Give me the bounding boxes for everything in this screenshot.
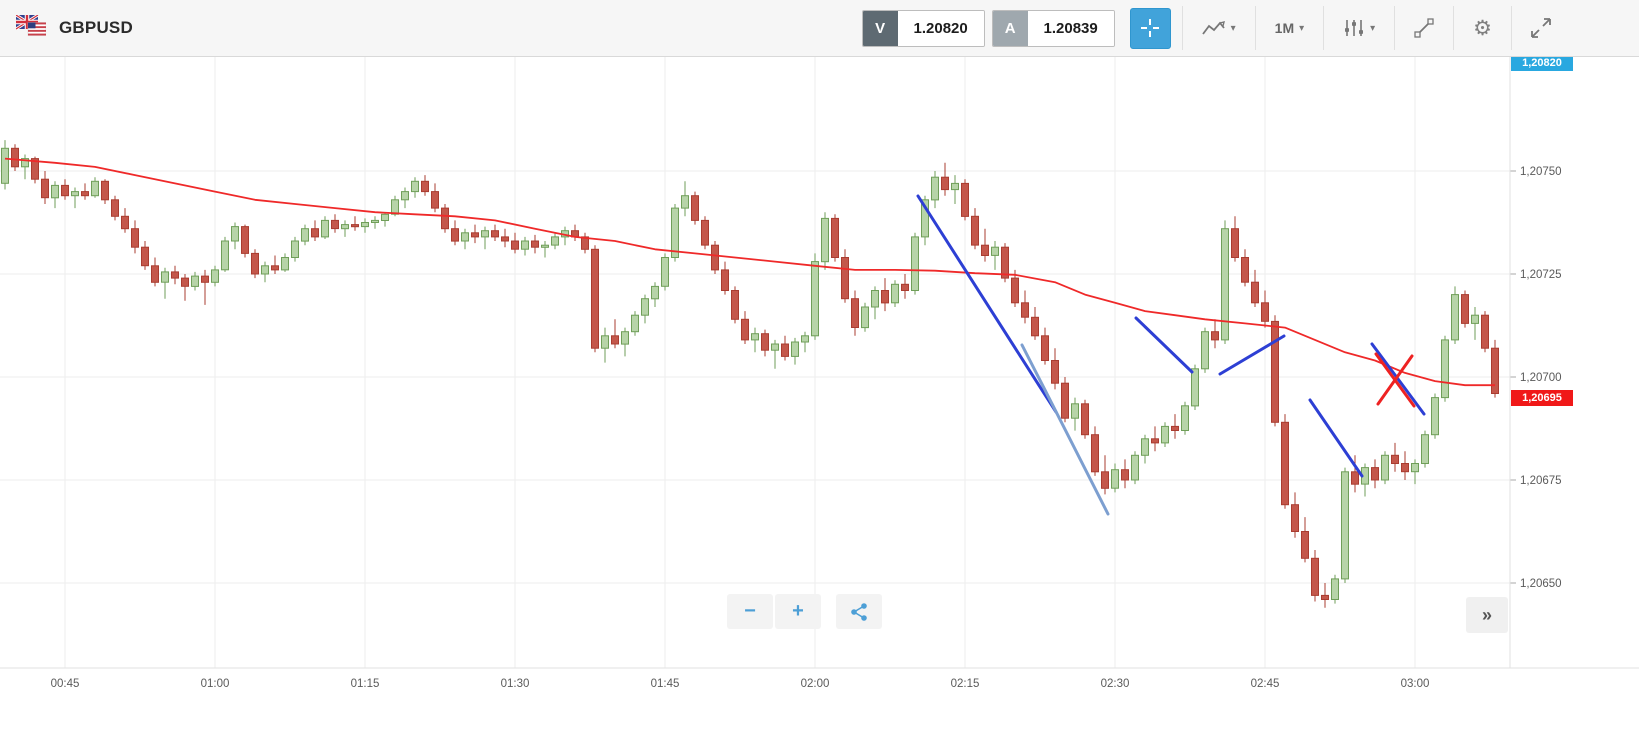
drawing-line xyxy=(1218,334,1286,376)
svg-text:01:30: 01:30 xyxy=(501,678,530,690)
chevron-down-icon: ▾ xyxy=(1299,22,1305,34)
chart-zoom-controls: − + xyxy=(727,594,882,629)
sell-label: V xyxy=(862,10,898,46)
divider xyxy=(1181,6,1183,50)
drawing-line xyxy=(916,194,1058,414)
settings-button[interactable]: ⚙ xyxy=(1465,12,1500,45)
svg-text:1,20675: 1,20675 xyxy=(1520,475,1562,487)
divider xyxy=(1394,6,1396,50)
chart-header: GBPUSD V 1.20820 A 1.20839 xyxy=(0,0,1639,57)
sell-button[interactable]: V 1.20820 xyxy=(861,9,985,47)
svg-text:1,20725: 1,20725 xyxy=(1520,269,1562,281)
svg-text:1,20750: 1,20750 xyxy=(1520,166,1562,178)
drawing-line xyxy=(1376,354,1414,406)
indicators-icon xyxy=(1345,20,1364,36)
buy-label: A xyxy=(992,10,1028,46)
svg-text:02:45: 02:45 xyxy=(1251,678,1280,690)
chart-type-dropdown[interactable]: ▾ xyxy=(1194,14,1244,43)
svg-text:02:15: 02:15 xyxy=(951,678,980,690)
drawing-curve xyxy=(1020,343,1110,516)
chevron-down-icon: ▾ xyxy=(1370,22,1376,34)
gear-icon: ⚙ xyxy=(1473,16,1492,40)
svg-text:1,20700: 1,20700 xyxy=(1520,372,1562,384)
minus-icon: − xyxy=(744,600,756,622)
buy-price: 1.20839 xyxy=(1027,10,1114,46)
share-icon xyxy=(851,602,867,621)
svg-text:02:30: 02:30 xyxy=(1101,678,1130,690)
bid-price-tag: 1,20695 xyxy=(1511,390,1573,406)
fullscreen-button[interactable] xyxy=(1523,12,1559,44)
crosshair-icon xyxy=(1141,19,1160,37)
svg-text:03:00: 03:00 xyxy=(1401,678,1430,690)
svg-text:01:15: 01:15 xyxy=(351,678,380,690)
symbol-title: GBPUSD xyxy=(59,18,133,37)
svg-text:02:00: 02:00 xyxy=(801,678,830,690)
collapse-panel-button[interactable]: » xyxy=(1466,597,1508,633)
expand-icon xyxy=(1531,18,1551,38)
divider xyxy=(1254,6,1256,50)
drawing-line xyxy=(1134,316,1194,374)
svg-text:01:45: 01:45 xyxy=(651,678,680,690)
svg-text:01:00: 01:00 xyxy=(201,678,230,690)
sell-price: 1.20820 xyxy=(897,10,984,46)
zoom-in-button[interactable]: + xyxy=(775,594,821,629)
zoom-out-button[interactable]: − xyxy=(727,594,773,629)
plus-icon: + xyxy=(792,600,804,622)
chevron-down-icon: ▾ xyxy=(1230,22,1236,34)
crosshair-tool-button[interactable] xyxy=(1129,7,1171,49)
grid: 1,20750 1,20725 1,20700 1,20675 1,20650 00:45… xyxy=(0,57,1639,690)
drawing-line xyxy=(1308,398,1364,478)
trend-line-icon xyxy=(1414,18,1434,38)
drawing-tools-button[interactable] xyxy=(1406,12,1442,44)
drawing-line xyxy=(1370,342,1426,416)
divider xyxy=(1453,6,1455,50)
buy-button[interactable]: A 1.20839 xyxy=(991,9,1115,47)
divider xyxy=(1323,6,1325,50)
gbpusd-flag-icon xyxy=(15,13,47,41)
current-price-tag: 1,20820 xyxy=(1511,55,1573,71)
chart-type-icon xyxy=(1201,20,1225,35)
us-flag xyxy=(27,22,47,36)
timeframe-dropdown[interactable]: 1M ▾ xyxy=(1267,14,1312,42)
divider xyxy=(1511,6,1512,50)
timeframe-label: 1M xyxy=(1274,20,1295,36)
svg-text:00:45: 00:45 xyxy=(51,678,80,690)
moving-average-line xyxy=(4,157,1495,387)
svg-text:1,20650: 1,20650 xyxy=(1520,578,1562,590)
share-button[interactable] xyxy=(836,594,882,629)
indicators-dropdown[interactable]: ▾ xyxy=(1335,12,1383,44)
candles xyxy=(1,140,1499,608)
